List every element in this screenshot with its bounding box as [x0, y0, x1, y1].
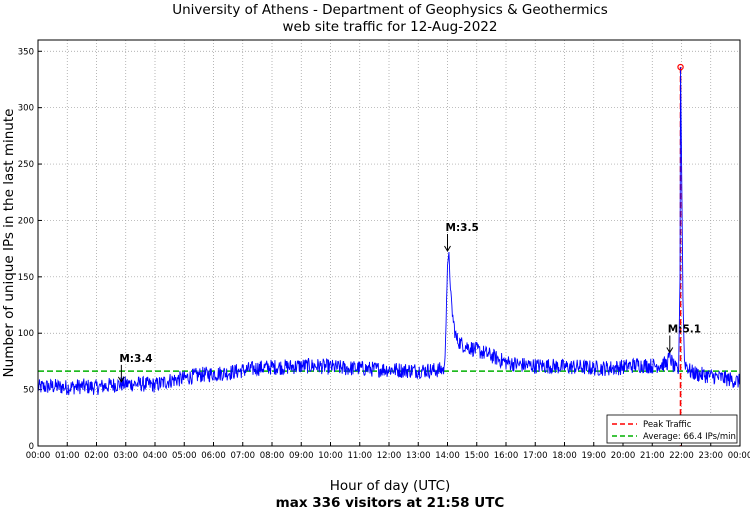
x-tick-label: 00:00: [26, 451, 51, 461]
annotations: M:3.4 M:3.5 M:5.1: [117, 222, 701, 383]
y-tick-label: 200: [18, 216, 34, 226]
chart-title: University of Athens - Department of Geo…: [172, 2, 608, 18]
x-tick-label: 03:00: [114, 451, 139, 461]
annotation-arrowhead: [444, 245, 451, 252]
y-axis-ticks: 0 50 100 150 200 250 300 350: [18, 47, 42, 452]
chart-subtitle: web site traffic for 12-Aug-2022: [283, 19, 498, 35]
legend-average-label: Average: 66.4 IPs/min: [643, 432, 736, 442]
x-tick-label: 09:00: [289, 451, 314, 461]
x-tick-label: 08:00: [260, 451, 285, 461]
annotation-label: M:3.5: [446, 222, 479, 234]
x-tick-label: 23:00: [699, 451, 724, 461]
y-tick-label: 350: [18, 47, 34, 57]
x-axis-label: Hour of day (UTC): [330, 478, 451, 494]
peak-marker: [677, 63, 684, 71]
y-tick-label: 150: [18, 273, 34, 283]
x-tick-label: 21:00: [640, 451, 665, 461]
annotation: M:5.1: [666, 324, 701, 354]
y-axis-label: Number of unique IPs in the last minute: [1, 109, 17, 378]
chart-grid: [38, 40, 740, 446]
y-tick-label: 100: [18, 329, 34, 339]
x-tick-label: 18:00: [552, 451, 577, 461]
x-tick-label: 00:00: [728, 451, 750, 461]
legend: Peak Traffic Average: 66.4 IPs/min: [606, 414, 738, 444]
x-tick-label: 16:00: [494, 451, 519, 461]
peak-marker-group: [677, 63, 684, 71]
x-tick-label: 22:00: [669, 451, 694, 461]
x-tick-label: 20:00: [611, 451, 636, 461]
x-tick-label: 05:00: [172, 451, 197, 461]
x-axis-ticks: 00:00 01:00 02:00 03:00 04:00 05:00 06:00 07:00…: [26, 442, 750, 461]
annotation: M:3.4: [117, 353, 153, 383]
traffic-series-line: [37, 67, 741, 396]
x-tick-label: 04:00: [143, 451, 168, 461]
annotation: M:3.5: [444, 222, 479, 252]
plot-frame: [37, 39, 741, 447]
x-tick-label: 06:00: [201, 451, 226, 461]
x-tick-label: 17:00: [523, 451, 548, 461]
annotation-label: M:5.1: [668, 324, 701, 336]
x-tick-label: 02:00: [84, 451, 109, 461]
x-tick-label: 01:00: [55, 451, 80, 461]
x-tick-label: 11:00: [348, 451, 373, 461]
y-tick-label: 0: [29, 442, 34, 452]
legend-box: [606, 414, 738, 444]
x-tick-label: 19:00: [582, 451, 607, 461]
x-tick-label: 12:00: [377, 451, 402, 461]
peak-summary: max 336 visitors at 21:58 UTC: [276, 495, 505, 511]
y-tick-label: 300: [18, 104, 34, 114]
annotation-label: M:3.4: [119, 353, 152, 365]
x-tick-label: 14:00: [435, 451, 460, 461]
annotation-arrowhead: [666, 347, 674, 354]
y-tick-label: 50: [23, 386, 34, 396]
y-tick-label: 250: [18, 160, 34, 170]
x-tick-label: 13:00: [406, 451, 431, 461]
x-tick-label: 15:00: [465, 451, 490, 461]
x-tick-label: 10:00: [318, 451, 343, 461]
annotation-arrowhead: [117, 376, 125, 383]
legend-peak-label: Peak Traffic: [643, 420, 692, 430]
x-tick-label: 07:00: [231, 451, 256, 461]
